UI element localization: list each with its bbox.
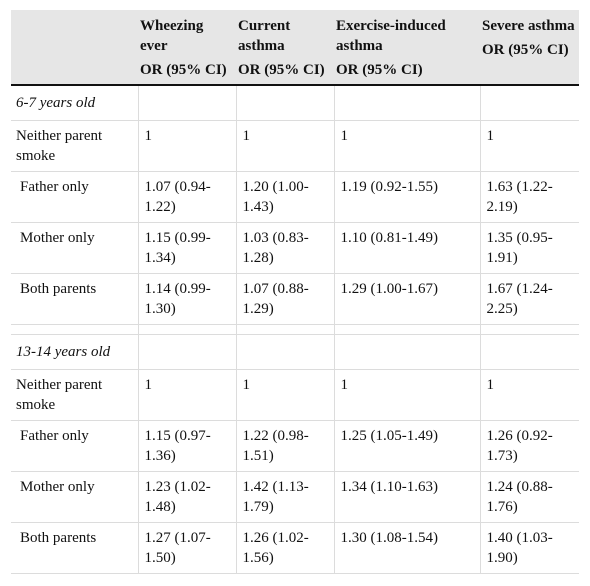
cell-value: 1.19 (0.92-1.55) [333,171,480,223]
cell-value: 1 [235,369,334,421]
cell-value: 1.14 (0.99-1.30) [137,273,236,325]
header-cell-wheezing-ever: Wheezing ever OR (95% CI) [138,10,236,86]
cell-value: 1.23 (1.02-1.48) [137,471,236,523]
table-row: Both parents 1.27 (1.07-1.50) 1.26 (1.02… [11,522,579,574]
results-table-container: Wheezing ever OR (95% CI) Current asthma… [11,10,579,574]
cell-value: 1.63 (1.22-2.19) [479,171,579,223]
group-row-13-14-years: 13-14 years old [11,334,579,370]
cell-value: 1.30 (1.08-1.54) [333,522,480,574]
row-label: Father only [11,420,138,472]
cell-value: 1.26 (1.02-1.56) [235,522,334,574]
cell-value: 1.15 (0.97-1.36) [137,420,236,472]
cell-value: 1 [479,369,579,421]
cell-value: 1.35 (0.95-1.91) [479,222,579,274]
cell-value: 1.27 (1.07-1.50) [137,522,236,574]
cell-value: 1.07 (0.88-1.29) [235,273,334,325]
cell-value: 1 [137,369,236,421]
header-cell-current-asthma: Current asthma OR (95% CI) [236,10,334,86]
table-row: Mother only 1.15 (0.99-1.34) 1.03 (0.83-… [11,222,579,274]
row-label: Mother only [11,471,138,523]
cell-value: 1.07 (0.94-1.22) [137,171,236,223]
header-title: Severe asthma [482,18,575,34]
cell-value: 1.34 (1.10-1.63) [333,471,480,523]
cell-value: 1 [235,120,334,172]
cell-value: 1.24 (0.88-1.76) [479,471,579,523]
group-label: 6-7 years old [11,85,138,121]
row-label: Mother only [11,222,138,274]
cell-value: 1 [479,120,579,172]
cell-value: 1.42 (1.13-1.79) [235,471,334,523]
cell-value: 1 [333,369,480,421]
cell-value: 1.10 (0.81-1.49) [333,222,480,274]
header-ci: OR (95% CI) [238,62,325,78]
cell-value: 1.26 (0.92-1.73) [479,420,579,472]
cell-value: 1 [333,120,480,172]
spacer-row [11,324,579,335]
cell-value: 1.40 (1.03-1.90) [479,522,579,574]
row-label: Father only [11,171,138,223]
group-row-6-7-years: 6-7 years old [11,85,579,121]
row-label: Neither parent smoke [11,120,138,172]
cell-value: 1 [137,120,236,172]
cell-value: 1.29 (1.00-1.67) [333,273,480,325]
group-label: 13-14 years old [11,334,138,370]
table-row: Father only 1.15 (0.97-1.36) 1.22 (0.98-… [11,420,579,472]
row-label: Both parents [11,273,138,325]
header-title: Current asthma [238,18,291,54]
cell-value: 1.25 (1.05-1.49) [333,420,480,472]
table-row: Mother only 1.23 (1.02-1.48) 1.42 (1.13-… [11,471,579,523]
header-title: Exercise-induced asthma [336,18,446,54]
header-title: Wheezing ever [140,18,204,54]
header-cell-label [11,10,138,86]
header-cell-severe-asthma: Severe asthma OR (95% CI) [480,10,579,86]
odds-ratio-table: Wheezing ever OR (95% CI) Current asthma… [11,10,579,574]
table-row: Both parents 1.14 (0.99-1.30) 1.07 (0.88… [11,273,579,325]
cell-value: 1.03 (0.83-1.28) [235,222,334,274]
cell-value: 1.67 (1.24-2.25) [479,273,579,325]
header-ci: OR (95% CI) [482,42,569,58]
header-ci: OR (95% CI) [336,62,423,78]
row-label: Neither parent smoke [11,369,138,421]
table-row: Neither parent smoke 1 1 1 1 [11,369,579,421]
table-row: Neither parent smoke 1 1 1 1 [11,120,579,172]
header-row: Wheezing ever OR (95% CI) Current asthma… [11,10,579,86]
table-row: Father only 1.07 (0.94-1.22) 1.20 (1.00-… [11,171,579,223]
header-cell-exercise-induced-asthma: Exercise-induced asthma OR (95% CI) [334,10,480,86]
row-label: Both parents [11,522,138,574]
header-ci: OR (95% CI) [140,62,227,78]
cell-value: 1.15 (0.99-1.34) [137,222,236,274]
cell-value: 1.20 (1.00-1.43) [235,171,334,223]
cell-value: 1.22 (0.98-1.51) [235,420,334,472]
